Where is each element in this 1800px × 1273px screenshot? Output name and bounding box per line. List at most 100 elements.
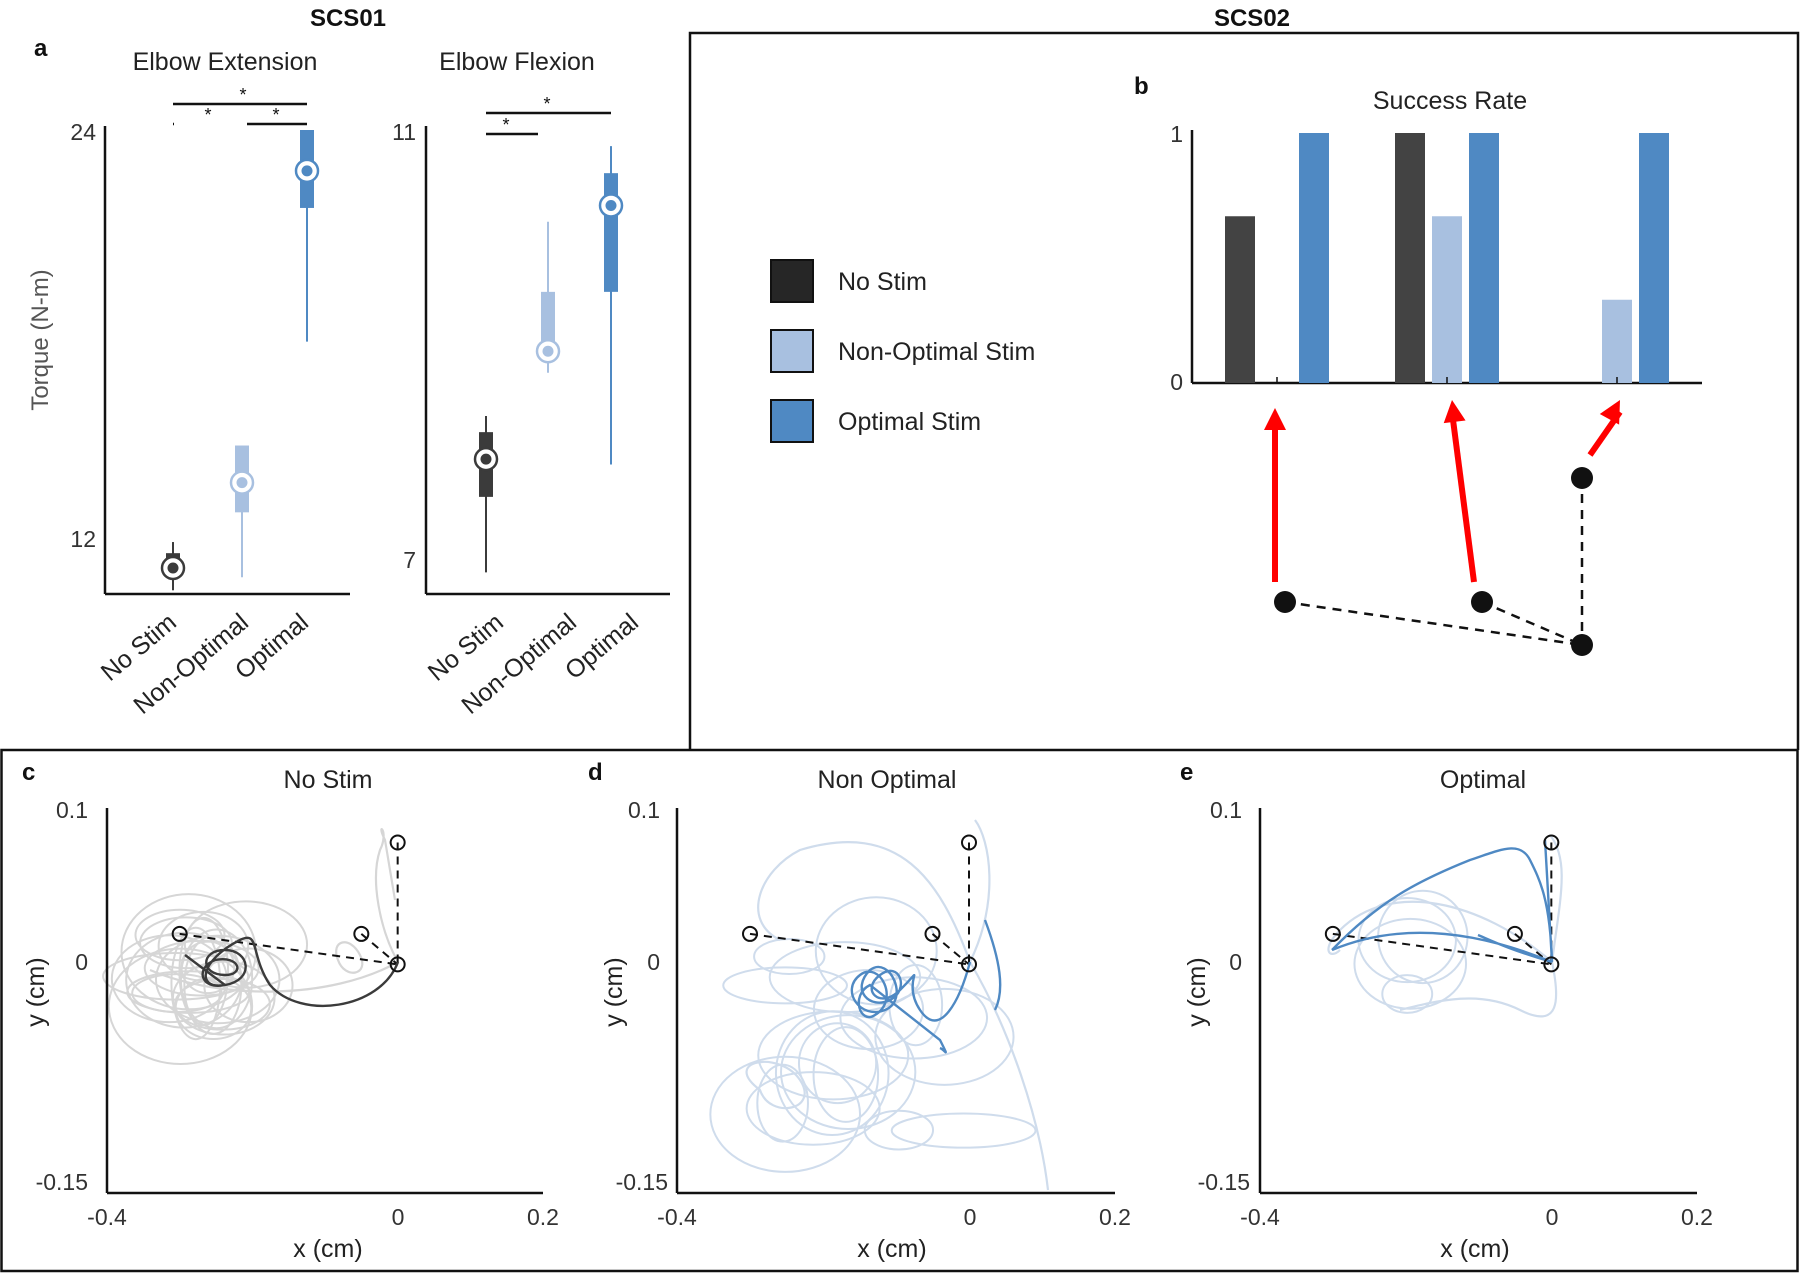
faint-trial-path (888, 964, 944, 1047)
red-arrow-head (1264, 408, 1286, 430)
target-link-dashed (749, 932, 970, 966)
faint-trial-path (812, 1026, 880, 1123)
xtick: -0.4 (1240, 1204, 1280, 1230)
faint-trial-path (183, 900, 309, 989)
arm-target-diagram (1264, 400, 1623, 656)
target-circle (961, 956, 977, 973)
bar-no-stim (1225, 216, 1255, 383)
box-median-dot (236, 477, 248, 489)
sig-star: * (543, 94, 550, 114)
panel-label-d: d (588, 759, 603, 786)
faint-trial-path (154, 934, 281, 1025)
success-rate-chart: Success Rate 1 0 (1170, 87, 1702, 395)
faint-trial-path (745, 1060, 806, 1110)
sig-star: * (272, 105, 279, 125)
faint-trial-path (753, 938, 826, 975)
faint-trial-path (1399, 961, 1558, 1018)
scs02-frame (688, 31, 1800, 750)
ext-ytick-bottom: 12 (70, 526, 96, 552)
optimal-trajectory-chart: Optimal y (cm) x (cm) 0.1 0 -0.15 -0.4 0… (1183, 766, 1713, 1263)
elbow-extension-title: Elbow Extension (133, 48, 318, 76)
non-optimal-trajectory-chart: Non Optimal y (cm) x (cm) 0.1 0 -0.15 -0… (600, 766, 1131, 1263)
faint-trial-path (1357, 897, 1457, 984)
x-axis-label: x (cm) (1440, 1235, 1509, 1263)
red-arrow-shaft (1449, 411, 1477, 583)
xtick: 0 (1546, 1204, 1559, 1230)
target-circle (389, 956, 406, 973)
bar-optimal-stim (1299, 133, 1329, 383)
target-link-dashed (179, 932, 398, 966)
box-median-dot (301, 165, 313, 177)
arm-joint (1471, 591, 1493, 613)
faint-trial-path (969, 819, 991, 963)
xtick: -0.4 (657, 1204, 697, 1230)
traj-title: No Stim (284, 766, 373, 794)
legend-label-non-optimal: Non-Optimal Stim (838, 338, 1035, 366)
faint-trial-path (709, 1055, 862, 1173)
faint-trial-path (890, 1112, 1037, 1149)
elbow-flexion-chart: Elbow Flexion 11 7 No Stim Non-Optimal O… (392, 48, 670, 720)
x-axis-label: x (cm) (293, 1235, 362, 1263)
bar-no-stim (1395, 133, 1425, 383)
success-ytick-bottom: 0 (1170, 369, 1183, 395)
ytick: 0.1 (628, 797, 660, 823)
target-circle (961, 834, 977, 851)
faint-trial-path (797, 1022, 878, 1105)
target-circle (1543, 956, 1560, 973)
target-circle (389, 834, 406, 851)
bottom-frame (0, 748, 1799, 1273)
ytick: 0 (75, 949, 88, 975)
legend-swatch-optimal (770, 399, 814, 443)
target-circle (171, 925, 188, 942)
faint-trial-path (863, 1109, 935, 1151)
box-median-dot (542, 345, 554, 357)
box-median-dot (605, 200, 617, 212)
ytick: -0.15 (616, 1169, 668, 1195)
legend-swatch-no-stim (770, 259, 814, 303)
ytick: 0.1 (56, 797, 88, 823)
xtick: 0.2 (1681, 1204, 1713, 1230)
ytick: -0.15 (1198, 1169, 1250, 1195)
faint-trial-path (874, 987, 1015, 1086)
flex-ytick-top: 11 (392, 119, 416, 145)
arm-link-dashed (1284, 600, 1583, 647)
faint-trial-path (139, 916, 233, 970)
panel-frames (0, 31, 1800, 1273)
panel-label-a: a (34, 35, 48, 62)
target-circle (1324, 925, 1341, 942)
xtick: 0.2 (1099, 1204, 1131, 1230)
box-median-dot (480, 453, 492, 465)
ytick: 0 (647, 949, 660, 975)
xtick: -0.4 (87, 1204, 127, 1230)
traj-title: Non Optimal (818, 766, 957, 794)
faint-trial-path (780, 1014, 917, 1130)
arm-joint (1274, 591, 1296, 613)
target-circle (924, 925, 941, 942)
highlighted-trial-path (850, 919, 1002, 1054)
success-rate-title: Success Rate (1373, 87, 1527, 115)
success-ytick-top: 1 (1170, 121, 1183, 147)
legend-label-optimal: Optimal Stim (838, 408, 981, 436)
faint-trial-path (1381, 974, 1434, 1014)
xtick: 0 (392, 1204, 405, 1230)
panel-label-b: b (1134, 73, 1149, 100)
arm-joint (1571, 634, 1593, 656)
no-stim-trajectory-chart: No Stim y (cm) x (cm) 0.1 0 -0.15 -0.4 0… (22, 766, 559, 1263)
target-circle (742, 925, 758, 942)
ytick: -0.15 (36, 1169, 88, 1195)
box-median-dot (167, 562, 179, 574)
faint-trial-path (1353, 917, 1468, 1010)
torque-axis-label: Torque (N-m) (27, 269, 54, 410)
faint-trial-path (1549, 834, 1563, 963)
y-axis-label: y (cm) (1183, 957, 1211, 1026)
y-axis-label: y (cm) (22, 957, 50, 1026)
bar-optimal-stim (1639, 133, 1669, 383)
legend: No Stim Non-Optimal Stim Optimal Stim (770, 259, 1035, 443)
faint-trial-path (722, 966, 848, 1005)
xtick: 0 (964, 1204, 977, 1230)
sig-star: * (502, 115, 509, 135)
target-circle (353, 925, 370, 942)
red-arrow-head (1599, 400, 1620, 425)
panel-label-e: e (1180, 759, 1193, 786)
